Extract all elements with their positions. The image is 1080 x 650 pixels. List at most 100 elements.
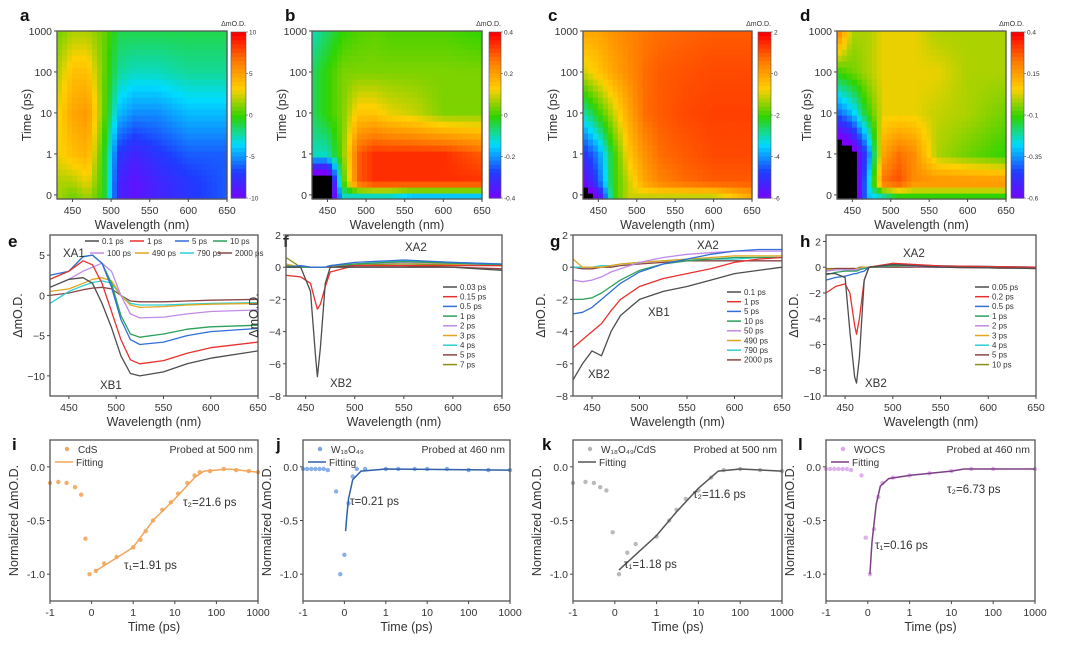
heatmap-cell xyxy=(622,151,629,158)
heatmap-cell xyxy=(976,115,982,122)
heatmap-cell xyxy=(82,61,88,68)
heatmap-cell xyxy=(672,109,679,116)
x-tick-label: 500 xyxy=(346,402,364,414)
heatmap-cell xyxy=(387,91,393,98)
heatmap-cell xyxy=(856,121,863,128)
heatmap-cell xyxy=(337,73,343,80)
heatmap-cell xyxy=(667,55,674,62)
data-point xyxy=(83,536,88,541)
heatmap-cell xyxy=(891,55,898,62)
heatmap-cell xyxy=(152,133,158,140)
heatmap-cell xyxy=(612,55,619,62)
heatmap-cell xyxy=(941,73,947,80)
heatmap-cell xyxy=(697,55,703,62)
heatmap-cell xyxy=(941,49,947,56)
heatmap-cell xyxy=(632,169,639,176)
heatmap-cell xyxy=(332,175,338,182)
heatmap-cell xyxy=(742,73,748,80)
heatmap-cell xyxy=(642,121,649,128)
heatmap-cell xyxy=(981,49,987,56)
heatmap-cell xyxy=(737,73,743,80)
heatmap-cell xyxy=(352,145,358,152)
heatmap-cell xyxy=(87,43,93,50)
heatmap-cell xyxy=(132,187,138,194)
heatmap-cell xyxy=(67,127,73,134)
heatmap-cell xyxy=(861,49,868,56)
heatmap-cell xyxy=(402,175,408,182)
heatmap-cell xyxy=(452,139,458,146)
data-point xyxy=(859,473,864,478)
heatmap-cell xyxy=(157,85,163,92)
heatmap-cell xyxy=(881,115,888,122)
heatmap-cell xyxy=(991,181,997,188)
heatmap-cell xyxy=(916,133,923,140)
heatmap-cell xyxy=(72,121,78,128)
heatmap-cell xyxy=(667,193,674,200)
heatmap-cell xyxy=(452,43,458,50)
heatmap-cell xyxy=(956,49,962,56)
heatmap-cell xyxy=(976,79,982,86)
y-tick-label: −10 xyxy=(27,371,45,383)
x-tick-label: 450 xyxy=(60,402,78,414)
heatmap-cell xyxy=(737,37,743,44)
heatmap-cell xyxy=(647,55,654,62)
heatmap-cell xyxy=(107,187,113,194)
heatmap-cell xyxy=(312,193,318,200)
heatmap-cell xyxy=(682,187,688,194)
heatmap-cell xyxy=(432,133,438,140)
colorbar-segment xyxy=(758,144,771,149)
heatmap-cell xyxy=(97,175,103,182)
heatmap-cell xyxy=(182,163,188,170)
heatmap-cell xyxy=(722,43,728,50)
heatmap-cell xyxy=(926,151,933,158)
data-point xyxy=(828,466,833,472)
heatmap-cell xyxy=(986,85,992,92)
heatmap-cell xyxy=(886,187,893,194)
heatmap-cell xyxy=(322,91,328,98)
heatmap-cell xyxy=(462,163,468,170)
heatmap-cell xyxy=(886,79,893,86)
heatmap-cell xyxy=(387,145,393,152)
heatmap-cell xyxy=(432,139,438,146)
y-tick-label: 100 xyxy=(814,67,832,79)
heatmap-cell xyxy=(197,139,203,146)
heatmap-cell xyxy=(447,73,453,80)
heatmap-cell xyxy=(597,175,604,182)
heatmap-cell xyxy=(197,97,203,104)
heatmap-cell xyxy=(588,43,594,50)
heatmap-cell xyxy=(97,67,103,74)
heatmap-cell xyxy=(742,145,748,152)
heatmap-cell xyxy=(137,67,143,74)
heatmap-cell xyxy=(747,175,753,182)
heatmap-cell xyxy=(382,175,388,182)
heatmap-cell xyxy=(97,169,103,176)
colorbar-segment xyxy=(758,98,771,104)
heatmap-cell xyxy=(187,67,193,74)
heatmap-cell xyxy=(107,43,113,50)
heatmap-cell xyxy=(712,175,718,182)
heatmap-cell xyxy=(602,103,609,110)
heatmap-cell xyxy=(921,157,928,164)
heatmap-cell xyxy=(906,67,913,74)
heatmap-cell xyxy=(837,193,843,200)
heatmap-cell xyxy=(77,151,83,158)
y-tick-label: 5 xyxy=(39,250,45,262)
heatmap-cell xyxy=(941,193,947,200)
heatmap-cell xyxy=(87,97,93,104)
heatmap-cell xyxy=(342,139,348,146)
heatmap-cell xyxy=(332,67,338,74)
legend-label: 0.1 ps xyxy=(102,237,124,246)
heatmap-cell xyxy=(312,31,318,38)
heatmap-cell xyxy=(931,121,937,128)
heatmap-cell xyxy=(592,79,599,86)
heatmap-cell xyxy=(342,163,348,170)
colorbar-segment xyxy=(489,69,501,75)
colorbar-segment xyxy=(758,148,771,153)
heatmap-cell xyxy=(971,109,977,116)
heatmap-cell xyxy=(77,61,83,68)
heatmap-cell xyxy=(312,67,318,74)
heatmap-cell xyxy=(876,79,883,86)
heatmap-cell xyxy=(92,67,98,74)
heatmap-cell xyxy=(82,37,88,44)
